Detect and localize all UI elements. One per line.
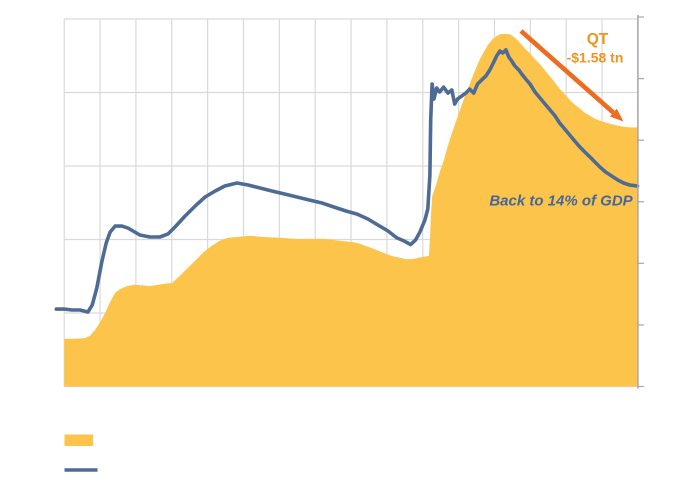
- line-series: [54, 48, 640, 314]
- qt-arrow-head: [609, 108, 624, 122]
- area-series: [64, 33, 638, 387]
- legend: [64, 434, 98, 472]
- qt-amount-label: -$1.58 tn: [567, 50, 624, 66]
- right-axis: [637, 15, 644, 389]
- series-layer: [54, 33, 640, 387]
- gdp-note-label: Back to 14% of GDP: [489, 193, 633, 210]
- qt-annotation: QT -$1.58 tn: [519, 29, 624, 122]
- qt-arrow: [519, 29, 615, 115]
- legend-swatch-area: [64, 434, 93, 446]
- qt-label: QT: [587, 31, 609, 48]
